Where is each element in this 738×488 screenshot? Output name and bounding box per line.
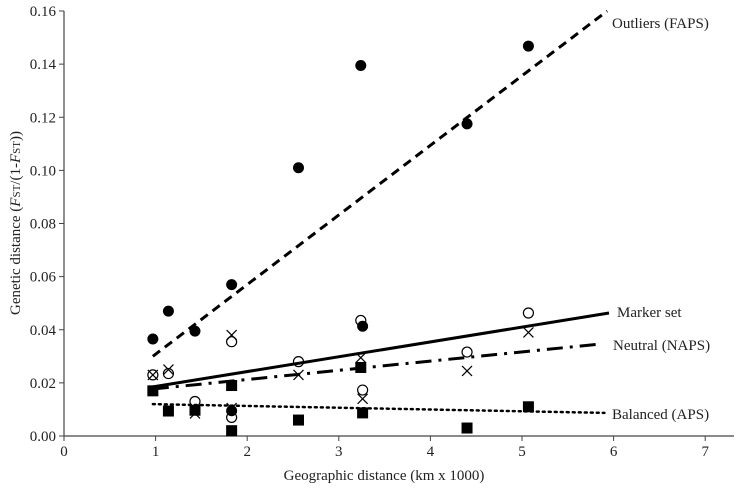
data-points (147, 40, 535, 437)
point-cross (355, 352, 367, 364)
point-open-circle (147, 369, 159, 381)
y-tick-label: 0.06 (30, 270, 57, 286)
point-open-circle (522, 307, 535, 319)
point-open-circle (461, 346, 473, 358)
point-filled-circle (292, 162, 304, 174)
point-filled-circle (162, 305, 174, 317)
y-tick-label: 0.00 (30, 429, 56, 445)
point-cross (461, 365, 473, 377)
point-filled-square (461, 422, 473, 434)
trend-lines (151, 9, 610, 415)
y-tick-label: 0.08 (30, 217, 56, 233)
y-tick-label: 0.14 (30, 57, 57, 73)
point-open-circle (189, 395, 201, 408)
point-filled-circle (522, 40, 534, 52)
point-open-circle (292, 356, 305, 368)
point-cross (226, 329, 238, 341)
point-filled-square (226, 380, 238, 392)
point-filled-circle (355, 59, 367, 71)
point-filled-circle (461, 118, 473, 130)
x-tick-label: 6 (610, 444, 618, 460)
point-filled-square (147, 385, 159, 397)
point-filled-circle (226, 279, 238, 291)
axes: 0.00 0.02 0.04 0.06 0.08 0.10 0.12 0.14 0.16 0 1 2 3… (30, 4, 734, 460)
point-open-circle (162, 367, 175, 380)
point-filled-circle (226, 405, 238, 417)
series-labels: Outliers (FAPS) Marker set Neutral (NAPS… (612, 16, 710, 423)
point-cross (162, 364, 174, 376)
point-cross (147, 369, 159, 381)
point-filled-square (357, 407, 369, 419)
x-tick-label: 4 (427, 444, 435, 460)
y-tick-label: 0.10 (30, 163, 56, 179)
point-filled-square (162, 405, 174, 417)
point-filled-circle (147, 333, 159, 345)
point-filled-circle (189, 325, 201, 337)
point-cross (189, 407, 201, 419)
y-tick-label: 0.04 (30, 323, 57, 339)
y-tick-label: 0.16 (30, 4, 57, 20)
point-filled-square (226, 425, 238, 437)
x-tick-label: 3 (335, 444, 343, 460)
point-open-circle (226, 336, 238, 348)
x-tick-label: 0 (60, 444, 68, 460)
point-filled-square (355, 361, 367, 373)
y-axis-title: Genetic distance (FST/(1-FST)) (8, 131, 24, 315)
label-neutral: Neutral (NAPS) (613, 338, 710, 354)
y-tick-label: 0.12 (30, 110, 56, 126)
x-tick-label: 2 (243, 444, 251, 460)
trend-line-outliers-faps (151, 9, 609, 358)
trend-line-balanced-aps (151, 402, 606, 415)
point-filled-square (189, 404, 201, 416)
point-cross (293, 369, 304, 381)
trend-line-marker-set (152, 311, 610, 389)
y-tick-label: 0.02 (30, 376, 56, 392)
point-filled-circle (357, 320, 369, 332)
label-outliers: Outliers (FAPS) (612, 16, 709, 32)
label-balanced: Balanced (APS) (612, 407, 709, 423)
point-filled-square (522, 401, 534, 413)
point-open-circle (357, 384, 369, 396)
x-tick-label: 7 (701, 444, 709, 460)
x-axis-title: Geographic distance (km x 1000) (284, 468, 485, 484)
point-filled-square (292, 414, 304, 426)
point-cross (357, 393, 369, 405)
point-cross (522, 326, 534, 338)
x-tick-label: 1 (152, 444, 160, 460)
label-marker-set: Marker set (617, 305, 682, 321)
x-tick-label: 5 (518, 444, 526, 460)
